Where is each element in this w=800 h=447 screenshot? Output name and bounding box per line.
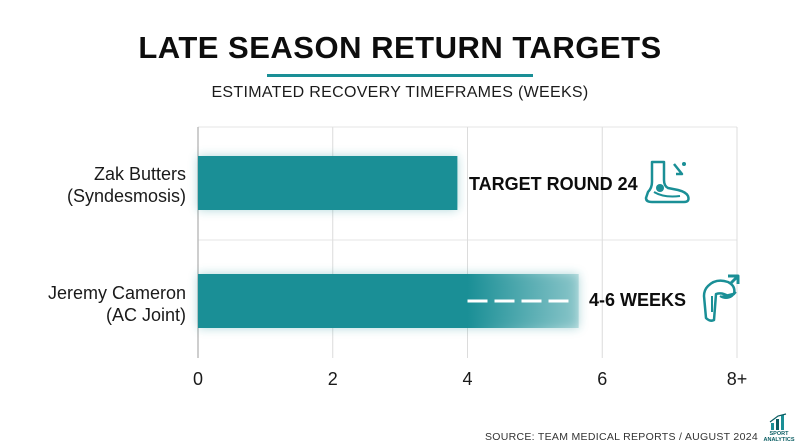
- injury-name: (Syndesmosis): [66, 186, 186, 206]
- category-label-jeremy-cameron: Jeremy Cameron (AC Joint): [6, 282, 186, 326]
- source-note: SOURCE: TEAM MEDICAL REPORTS / AUGUST 20…: [484, 431, 758, 443]
- logo-line-2: ANALYTICS: [763, 437, 795, 443]
- player-name: Zak Butters: [93, 164, 186, 184]
- title-underline: [267, 74, 533, 77]
- ankle-icon: [644, 160, 690, 204]
- bar: [198, 274, 468, 328]
- injury-name: (AC Joint): [105, 305, 186, 325]
- bar-annotation-target-round: TARGET ROUND 24: [469, 174, 638, 194]
- x-tick-label: 2: [327, 369, 338, 389]
- bar-annotation-weeks: 4-6 WEEKS: [589, 290, 687, 310]
- chart-title: LATE SEASON RETURN TARGETS: [138, 30, 662, 65]
- x-tick-label: 6: [597, 369, 608, 389]
- x-tick-label: 8+: [726, 369, 748, 389]
- bar: [198, 156, 458, 210]
- sport-analytics-logo: SPORT ANALYTICS: [762, 412, 796, 444]
- bar-chart-icon: [769, 413, 787, 430]
- category-label-zak-butters: Zak Butters (Syndesmosis): [6, 163, 186, 207]
- logo-line-1: SPORT: [769, 431, 789, 437]
- x-tick-label: 4: [462, 369, 473, 389]
- x-tick-label: 0: [192, 369, 203, 389]
- chart-subtitle: ESTIMATED RECOVERY TIMEFRAMES (WEEKS): [211, 84, 589, 101]
- player-name: Jeremy Cameron: [47, 283, 186, 303]
- shoulder-icon: [702, 274, 740, 322]
